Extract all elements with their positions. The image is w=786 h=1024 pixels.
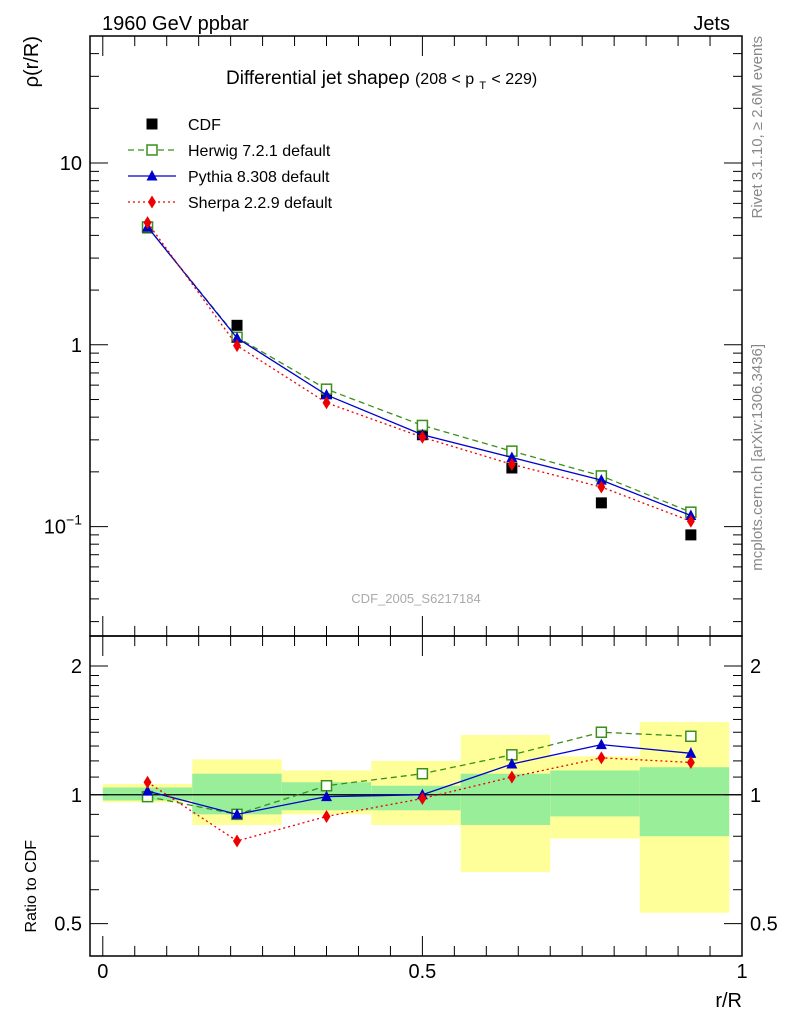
main-ytick-label: 10 xyxy=(60,153,82,175)
main-line-herwig xyxy=(147,226,692,513)
legend-marker-pythia xyxy=(146,170,158,181)
main-line-sherpa xyxy=(147,222,692,522)
watermark: CDF_2005_S6217184 xyxy=(351,591,480,606)
ratio-ytick-label-left: 2 xyxy=(71,656,82,678)
main-ylabel: ρ(r/R) xyxy=(21,36,43,87)
ratio-ytick-label-left: 0.5 xyxy=(54,914,82,936)
legend-marker-sherpa xyxy=(148,195,156,209)
legend-label-pythia: Pythia 8.308 default xyxy=(188,169,330,186)
ratio-point-herwig xyxy=(320,779,333,792)
band-stat xyxy=(639,767,730,837)
band-stat xyxy=(460,773,551,825)
main-point-sherpa xyxy=(597,480,606,494)
ratio-point-sherpa xyxy=(418,792,427,806)
legend-label-cdf: CDF xyxy=(188,117,221,134)
chart-title-range: (208 < p xyxy=(415,71,474,88)
ratio-point-sherpa xyxy=(143,775,152,789)
main-point-cdf xyxy=(685,529,697,541)
ratio-point-pythia xyxy=(321,790,333,802)
ratio-point-sherpa xyxy=(686,755,695,769)
legend: CDF Herwig 7.2.1 default Pythia 8.308 defa… xyxy=(128,117,333,212)
main-ytick-label: 10−1 xyxy=(44,512,82,539)
ratio-ylabel: Ratio to CDF xyxy=(23,840,40,933)
ratio-point-herwig xyxy=(416,767,429,780)
ratio-point-pythia xyxy=(231,808,243,819)
ratio-ytick-label-right: 2 xyxy=(750,656,761,678)
ratio-point-pythia xyxy=(142,785,154,796)
main-point-sherpa xyxy=(233,339,242,353)
main-point-sherpa xyxy=(143,216,152,230)
chart-title-main: Differential jet shapeρ xyxy=(226,68,410,89)
band-stat xyxy=(192,773,282,815)
ratio-point-pythia xyxy=(685,747,697,758)
legend-marker-cdf xyxy=(146,118,158,130)
legend-marker-herwig xyxy=(146,144,158,156)
side-mcplots: mcplots.cern.ch [arXiv:1306.3436] xyxy=(749,344,766,571)
ratio-ytick-label-right: 1 xyxy=(750,785,761,807)
ratio-ytick-label-right: 0.5 xyxy=(750,914,778,936)
ratio-ytick-label-left: 1 xyxy=(71,785,82,807)
legend-label-herwig: Herwig 7.2.1 default xyxy=(188,143,331,160)
chart-title: Differential jet shapeρ (208 < p T < 229… xyxy=(226,68,537,94)
ratio-point-sherpa xyxy=(233,834,242,848)
ratio-xtick-label: 0 xyxy=(97,961,108,983)
main-point-sherpa xyxy=(322,396,331,410)
main-point-pythia xyxy=(506,451,518,462)
main-point-pythia xyxy=(595,474,607,485)
ratio-point-sherpa xyxy=(597,751,606,765)
main-point-sherpa xyxy=(507,457,516,471)
main-point-sherpa xyxy=(418,430,427,444)
ratio-bands xyxy=(90,721,742,913)
ratio-frame xyxy=(89,635,743,957)
chart-title-sub: T xyxy=(479,80,486,92)
side-rivet: Rivet 3.1.10, ≥ 2.6M events xyxy=(749,36,766,219)
main-point-sherpa xyxy=(686,514,695,528)
ratio-point-pythia xyxy=(595,738,607,750)
ratio-point-pythia xyxy=(506,758,518,769)
main-point-cdf xyxy=(231,319,243,331)
main-point-pythia xyxy=(321,388,333,400)
main-point-cdf xyxy=(595,497,607,509)
header-left: 1960 GeV ppbar xyxy=(102,13,249,35)
ratio-point-herwig xyxy=(685,730,697,743)
ratio-series xyxy=(141,726,697,848)
main-series xyxy=(141,216,697,541)
chart-title-tail: < 229) xyxy=(491,71,537,88)
ratio-xlabel: r/R xyxy=(715,990,742,1012)
ratio-xtick-label: 0.5 xyxy=(408,961,436,983)
ratio-point-herwig xyxy=(595,726,608,739)
header-right: Jets xyxy=(693,13,730,35)
axes: 10 1 10−1 2 2 1 1 0.5 0.5 0 0.5 1 xyxy=(44,35,778,983)
ratio-point-sherpa xyxy=(322,809,331,823)
main-point-pythia xyxy=(231,332,243,343)
main-line-pythia xyxy=(147,226,692,517)
ratio-xtick-label: 1 xyxy=(736,961,747,983)
ratio-point-sherpa xyxy=(507,770,516,784)
band-stat xyxy=(550,770,640,817)
main-ytick-label: 1 xyxy=(71,335,82,357)
legend-label-sherpa: Sherpa 2.2.9 default xyxy=(188,195,333,212)
band-stat xyxy=(371,785,461,811)
